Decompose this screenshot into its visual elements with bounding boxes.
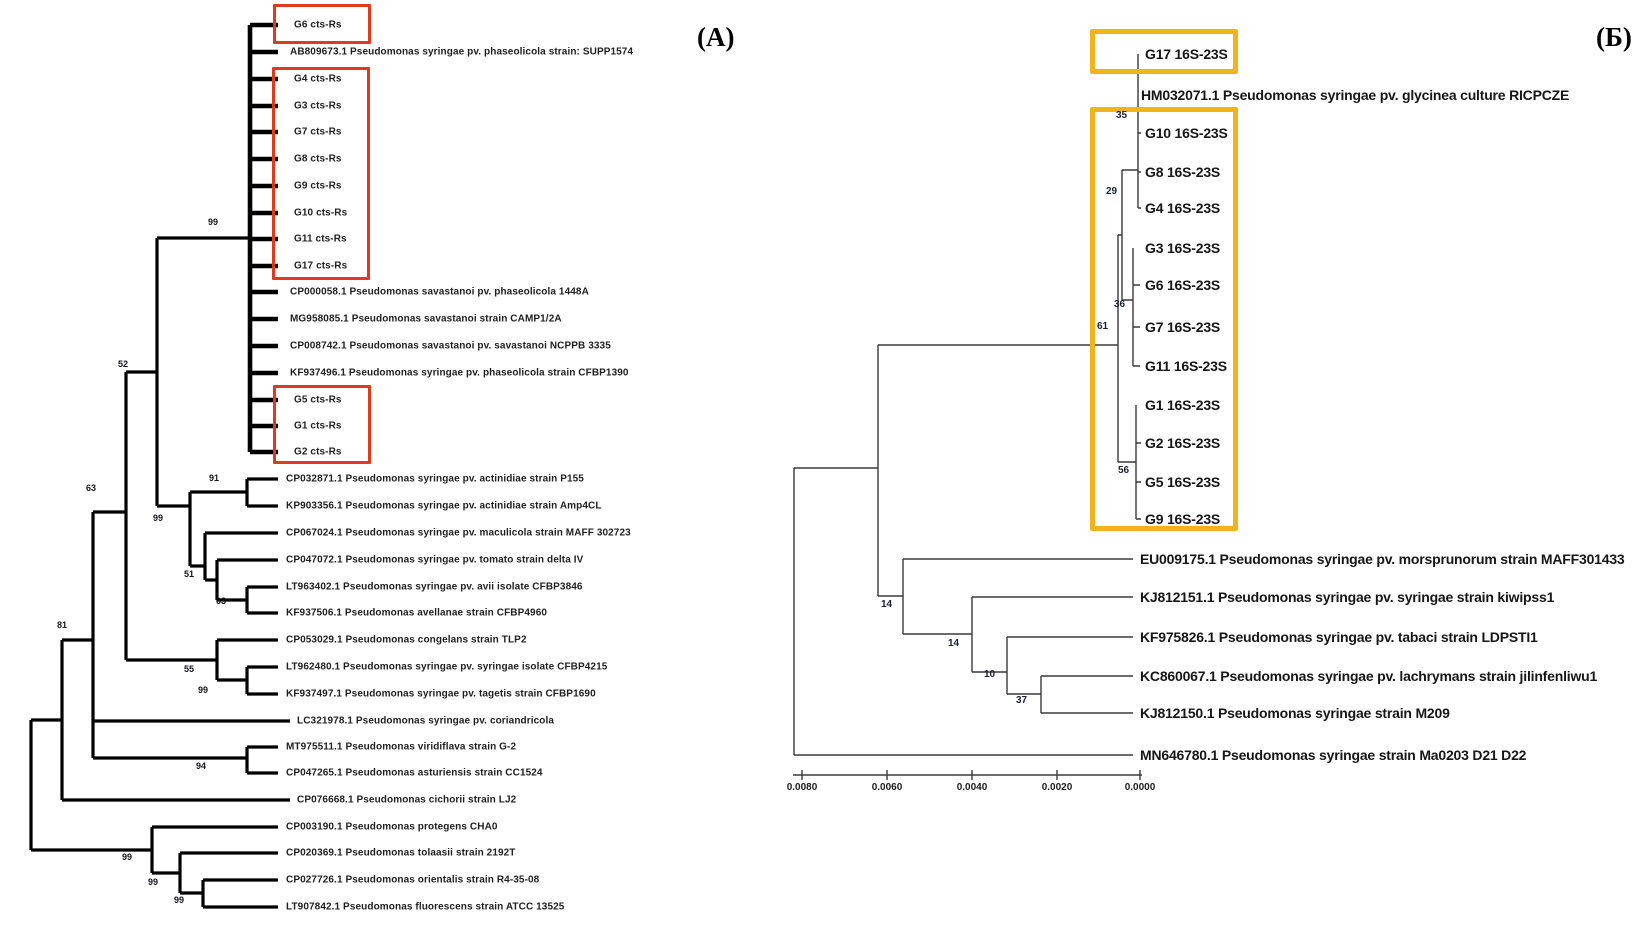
tree-a-leaf-label: CP032871.1 Pseudomonas syringae pv. acti… [286, 473, 584, 485]
tree-b-leaf-label: G6 16S-23S [1145, 277, 1221, 293]
tree-a-leaf-label: G11 cts-Rs [294, 233, 347, 245]
bootstrap-value: 99 [198, 685, 209, 695]
tree-b-branches [793, 54, 1141, 756]
highlight-box-red-g5-g2 [273, 385, 371, 464]
scale-tick-label: 0.0060 [871, 782, 903, 793]
tree-a-leaf-label: LT962480.1 Pseudomonas syringae pv. syri… [286, 661, 608, 673]
tree-a-leaf-label: G6 cts-Rs [294, 19, 342, 31]
tree-b-leaf-label: G4 16S-23S [1145, 200, 1221, 216]
scale-tick-label: 0.0080 [786, 782, 818, 793]
tree-b-leaf-label: G1 16S-23S [1145, 397, 1221, 413]
tree-a-leaf-label: LT907842.1 Pseudomonas fluorescens strai… [286, 901, 565, 913]
tree-b-leaf-label: G11 16S-23S [1145, 358, 1227, 374]
bootstrap-value: 36 [1114, 299, 1126, 310]
bootstrap-value: 81 [57, 620, 68, 630]
tree-a-leaf-label: CP053029.1 Pseudomonas congelans strain … [286, 634, 527, 646]
tree-a-leaf-label: CP027726.1 Pseudomonas orientalis strain… [286, 874, 540, 886]
tree-a-leaf-label: G17 cts-Rs [294, 260, 348, 272]
tree-b-leaf-label: G8 16S-23S [1145, 164, 1221, 180]
tree-b-leaf-label: G2 16S-23S [1145, 435, 1221, 451]
tree-b-leaf-label: KJ812151.1 Pseudomonas syringae pv. syri… [1140, 589, 1555, 605]
tree-a-leaf-label: G7 cts-Rs [294, 126, 342, 138]
bootstrap-value: 14 [948, 638, 960, 649]
tree-a-branches [29, 236, 290, 909]
tree-a-leaf-label: KF937497.1 Pseudomonas syringae pv. tage… [286, 688, 596, 700]
bootstrap-value: 29 [1106, 186, 1118, 197]
bootstrap-value: 91 [209, 473, 220, 483]
bootstrap-value: 99 [153, 513, 164, 523]
tree-a-leaf-label: KP903356.1 Pseudomonas syringae pv. acti… [286, 500, 602, 512]
highlight-box-yellow-g17 [1090, 29, 1238, 74]
tree-b-leaf-label: HM032071.1 Pseudomonas syringae pv. glyc… [1141, 87, 1570, 103]
bootstrap-value: 94 [196, 761, 207, 771]
bootstrap-value: 10 [984, 669, 996, 680]
bootstrap-value: 37 [1016, 695, 1028, 706]
bootstrap-value: 56 [1118, 465, 1130, 476]
bootstrap-value: 63 [86, 483, 97, 493]
tree-a-leaf-label: G9 cts-Rs [294, 180, 342, 192]
tree-b-leaf-label: KJ812150.1 Pseudomonas syringae strain M… [1140, 705, 1450, 721]
highlight-box-red-g6 [273, 4, 371, 44]
scale-tick-label: 0.0020 [1041, 782, 1073, 793]
highlight-box-red-g4-g17 [272, 67, 370, 280]
tree-a-leaf-label: G8 cts-Rs [294, 153, 342, 165]
bootstrap-value: 35 [1116, 110, 1128, 121]
tree-b-leaf-label: G5 16S-23S [1145, 474, 1221, 490]
tree-b-leaf-label: KC860067.1 Pseudomonas syringae pv. lach… [1140, 668, 1598, 684]
bootstrap-value: 14 [881, 599, 893, 610]
bootstrap-value: 99 [174, 895, 185, 905]
tree-a-leaf-label: G1 cts-Rs [294, 420, 342, 432]
tree-a-leaf-label: CP067024.1 Pseudomonas syringae pv. macu… [286, 527, 631, 539]
bootstrap-value: 99 [208, 217, 219, 227]
tree-a-leaf-label: CP000058.1 Pseudomonas savastanoi pv. ph… [290, 286, 589, 298]
scale-bar-axis [793, 770, 1142, 780]
tree-b-leaf-label: G17 16S-23S [1145, 46, 1228, 62]
tree-a-leaf-label: AB809673.1 Pseudomonas syringae pv. phas… [290, 46, 634, 58]
tree-b-leaf-label: G10 16S-23S [1145, 125, 1228, 141]
bootstrap-value: 52 [118, 359, 129, 369]
tree-a-leaf-label: CP047072.1 Pseudomonas syringae pv. toma… [286, 554, 584, 566]
tree-b-lines [793, 54, 1142, 780]
tree-a-leaf-label: G2 cts-Rs [294, 446, 342, 458]
tree-a-leaf-label: MG958085.1 Pseudomonas savastanoi strain… [290, 313, 562, 325]
tree-a-leaf-label: G3 cts-Rs [294, 100, 342, 112]
tree-a-leaf-label: G10 cts-Rs [294, 207, 348, 219]
tree-b-leaf-label: G9 16S-23S [1145, 511, 1221, 527]
tree-b-leaf-label: EU009175.1 Pseudomonas syringae pv. mors… [1140, 551, 1625, 567]
scale-tick-label: 0.0000 [1124, 782, 1156, 793]
tree-a-leaf-label: LT963402.1 Pseudomonas syringae pv. avii… [286, 581, 583, 593]
bootstrap-value: 51 [184, 569, 195, 579]
tree-b-leaf-label: KF975826.1 Pseudomonas syringae pv. taba… [1140, 629, 1538, 645]
tree-a-leaf-label: G5 cts-Rs [294, 394, 342, 406]
highlight-box-yellow-main [1090, 107, 1238, 531]
bootstrap-value: 99 [148, 877, 159, 887]
panel-a-tag: (A) [697, 22, 735, 52]
tree-a-leaf-label: LC321978.1 Pseudomonas syringae pv. cori… [297, 715, 555, 727]
bootstrap-value: 99 [122, 852, 133, 862]
bootstrap-value: 55 [184, 664, 195, 674]
tree-a-leaf-label: CP076668.1 Pseudomonas cichorii strain L… [297, 794, 517, 806]
tree-b-leaf-label: G7 16S-23S [1145, 319, 1221, 335]
tree-a-leaf-label: CP047265.1 Pseudomonas asturiensis strai… [286, 767, 543, 779]
tree-a-leaf-label: CP008742.1 Pseudomonas savastanoi pv. sa… [290, 340, 611, 352]
bootstrap-value: 63 [216, 596, 227, 606]
tree-a-leaf-label: MT975511.1 Pseudomonas viridiflava strai… [286, 741, 517, 753]
bootstrap-value: 61 [1097, 321, 1109, 332]
tree-a-leaf-label: CP003190.1 Pseudomonas protegens CHA0 [286, 821, 498, 833]
panel-b-tag: (Б) [1596, 22, 1632, 52]
tree-a-leaf-label: CP020369.1 Pseudomonas tolaasii strain 2… [286, 847, 516, 859]
tree-a-leaf-label: KF937506.1 Pseudomonas avellanae strain … [286, 607, 548, 619]
tree-a-leaf-label: G4 cts-Rs [294, 73, 342, 85]
tree-a-leaf-label: KF937496.1 Pseudomonas syringae pv. phas… [290, 367, 629, 379]
tree-b-leaf-label: MN646780.1 Pseudomonas syringae strain M… [1140, 747, 1527, 763]
tree-a-lines [29, 22, 290, 909]
tree-b-leaf-label: G3 16S-23S [1145, 240, 1221, 256]
scale-tick-label: 0.0040 [956, 782, 988, 793]
